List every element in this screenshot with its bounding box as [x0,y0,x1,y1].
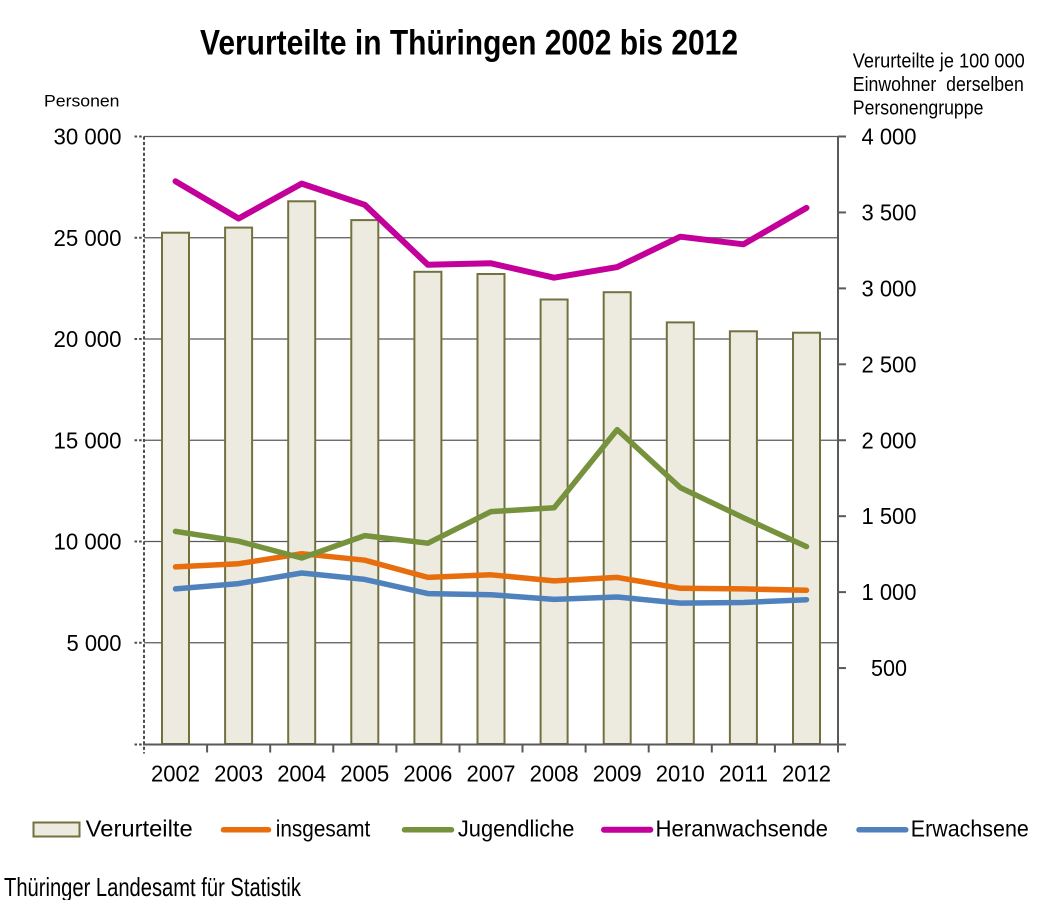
svg-text:2003: 2003 [214,761,263,787]
svg-text:2007: 2007 [467,761,516,787]
svg-text:3 500: 3 500 [862,199,917,225]
svg-text:15 000: 15 000 [54,427,122,453]
svg-text:1 000: 1 000 [862,579,917,605]
svg-text:10 000: 10 000 [54,529,122,555]
svg-text:2005: 2005 [340,761,389,787]
svg-text:insgesamt: insgesamt [276,816,371,842]
svg-text:20 000: 20 000 [54,326,122,352]
svg-text:2 500: 2 500 [862,351,917,377]
svg-text:Thüringer Landesamt für Statis: Thüringer Landesamt für Statistik [4,872,302,900]
svg-text:2010: 2010 [656,761,705,787]
svg-text:500: 500 [871,655,907,681]
svg-text:Heranwachsende: Heranwachsende [656,816,829,842]
svg-text:2009: 2009 [593,761,642,787]
svg-text:Verurteilte je 100 000: Verurteilte je 100 000 [853,51,1025,73]
svg-text:2 000: 2 000 [862,427,917,453]
svg-text:Jugendliche: Jugendliche [458,816,575,842]
svg-text:4 000: 4 000 [862,124,917,150]
svg-text:Personen: Personen [44,92,120,111]
svg-text:30 000: 30 000 [54,124,122,150]
svg-text:Personengruppe: Personengruppe [853,98,984,120]
svg-text:Erwachsene: Erwachsene [911,816,1029,842]
svg-text:Verurteilte: Verurteilte [86,816,193,842]
svg-text:Verurteilte in Thüringen 2002: Verurteilte in Thüringen 2002 bis 2012 [200,24,738,63]
svg-text:2011: 2011 [719,761,768,787]
svg-text:2004: 2004 [277,761,326,787]
svg-text:2012: 2012 [782,761,831,787]
svg-text:5 000: 5 000 [67,630,122,656]
svg-text:2008: 2008 [530,761,579,787]
svg-text:25 000: 25 000 [54,225,122,251]
svg-text:3 000: 3 000 [862,275,917,301]
svg-text:2006: 2006 [403,761,452,787]
svg-text:2002: 2002 [151,761,200,787]
svg-text:Einwohner derselben: Einwohner derselben [853,74,1024,96]
svg-text:1 500: 1 500 [862,503,917,529]
